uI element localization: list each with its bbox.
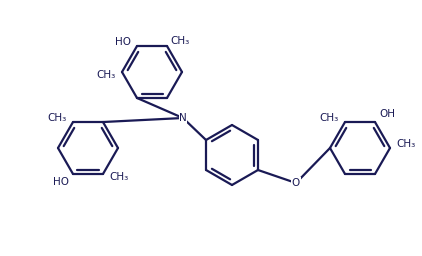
Text: OH: OH: [379, 109, 395, 119]
Text: HO: HO: [53, 177, 69, 187]
Text: CH₃: CH₃: [109, 172, 128, 182]
Text: CH₃: CH₃: [170, 36, 189, 46]
Text: CH₃: CH₃: [97, 70, 116, 80]
Text: O: O: [292, 178, 300, 188]
Text: CH₃: CH₃: [48, 113, 67, 123]
Text: CH₃: CH₃: [320, 113, 339, 123]
Text: HO: HO: [115, 37, 131, 47]
Text: N: N: [179, 113, 187, 123]
Text: CH₃: CH₃: [396, 139, 415, 149]
